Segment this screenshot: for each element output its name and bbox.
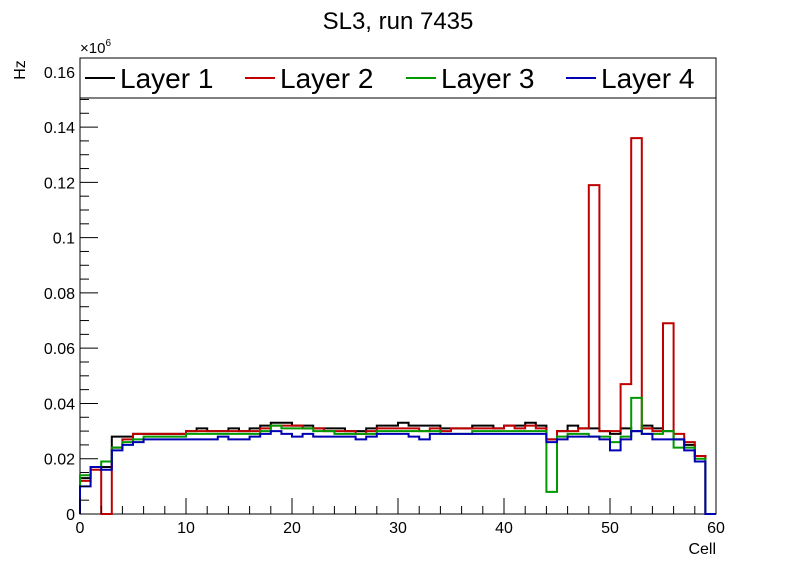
x-tick-label: 50 [601, 520, 619, 537]
series-line-layer-1 [79, 421, 716, 515]
y-tick-label: 0.02 [44, 452, 75, 469]
x-tick-label: 10 [177, 520, 195, 537]
y-tick-label: 0.16 [44, 65, 75, 82]
legend-label-layer-3: Layer 3 [441, 63, 534, 94]
y-tick-label: 0.14 [44, 120, 75, 137]
x-tick-label: 40 [495, 520, 513, 537]
y-tick-label: 0.1 [53, 231, 75, 248]
series-group [79, 137, 716, 515]
series-line-layer-4 [79, 430, 716, 515]
legend-label-layer-2: Layer 2 [280, 63, 373, 94]
x-tick-label: 60 [707, 520, 725, 537]
legend-box [79, 57, 717, 99]
y-exponent-power: 6 [105, 38, 111, 49]
y-exponent-label: ×106 [80, 38, 111, 57]
series-line-layer-3 [79, 396, 716, 515]
y-tick-label: 0 [66, 507, 75, 524]
y-axis-label: Hz [12, 60, 29, 80]
y-tick-label: 0.12 [44, 175, 75, 192]
legend-label-layer-4: Layer 4 [601, 63, 694, 94]
legend: Layer 1 Layer 2 Layer 3 Layer 4 [79, 57, 717, 99]
legend-items: Layer 1 Layer 2 Layer 3 Layer 4 [85, 63, 694, 94]
legend-label-layer-1: Layer 1 [120, 63, 213, 94]
x-axis-label: Cell [688, 541, 716, 558]
y-exponent-base: ×10 [80, 40, 105, 57]
y-tick-label: 0.08 [44, 286, 75, 303]
chart-title: SL3, run 7435 [323, 8, 474, 35]
y-axis-ticks: 0 0.02 0.04 0.06 0.08 0.1 0.12 0.14 0.16 [44, 65, 98, 524]
x-tick-label: 0 [76, 520, 85, 537]
x-tick-label: 30 [389, 520, 407, 537]
y-tick-label: 0.06 [44, 341, 75, 358]
x-tick-label: 20 [283, 520, 301, 537]
y-tick-label: 0.04 [44, 396, 75, 413]
